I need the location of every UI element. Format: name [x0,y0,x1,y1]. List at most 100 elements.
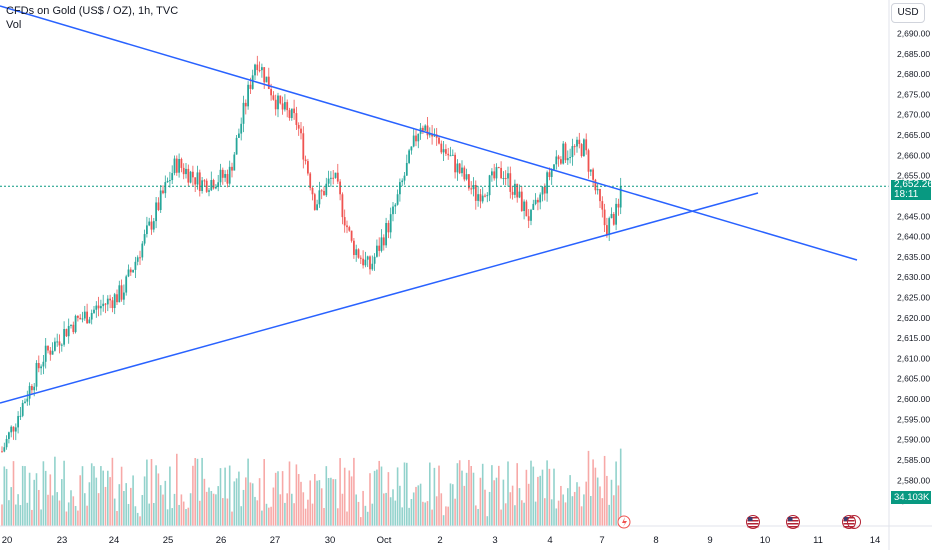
us-flag-icon[interactable] [746,515,760,529]
volume-bar [10,487,12,526]
candle-body [171,173,174,181]
candle-body [394,204,397,207]
volume-bar [196,458,199,526]
volume-bar [458,460,461,526]
volume-bar [24,466,26,526]
volume-bar [470,466,472,526]
volume-bar [541,469,544,526]
candle-body [249,84,252,89]
volume-bar [323,508,325,526]
volume-bar [380,466,383,526]
volume-bar [415,486,417,526]
volume-bar [498,465,500,526]
candle-body [244,102,247,107]
countdown-timer: 18:11 [894,189,919,201]
volume-bar [548,468,551,526]
volume-bar [385,492,387,526]
candle-body [608,218,611,235]
candle-body [132,269,134,273]
volume-bar [426,501,429,526]
candle-body [293,108,295,114]
candle-body [550,169,553,177]
us-flag-icon-stack[interactable] [847,515,861,529]
volume-bar [185,509,187,526]
candle-body [447,153,450,156]
candle-body [587,150,590,172]
volume-bar [465,472,468,526]
volume-bar [316,480,318,526]
candle-body [320,190,323,192]
candle-body [477,194,479,201]
candle-body [242,102,245,124]
volume-bar [387,472,390,526]
price-tick-label: 2,615.00 [897,333,930,343]
us-flag-icon[interactable] [786,515,800,529]
candle-body [553,164,555,170]
volume-bar [553,468,555,526]
candle-body [221,169,224,178]
candle-body [192,171,194,178]
candle-body [330,177,332,179]
volume-bar [164,480,167,526]
candle-body [281,103,284,110]
volume-bar [419,483,422,526]
volume-bar [70,490,72,526]
candle-body [106,298,109,305]
candle-body [596,189,599,191]
volume-bar [146,459,148,526]
volume-bar [555,508,558,526]
candle-body [362,258,364,266]
candle-body [189,171,192,183]
volume-bar [194,458,196,526]
volume-bar [369,473,371,526]
candle-body [279,95,282,104]
candle-body [180,158,183,168]
candle-body [313,194,316,210]
candle-body [251,75,254,89]
volume-bar [74,505,77,526]
volume-bar [557,500,560,526]
price-tick-label: 2,605.00 [897,374,930,384]
candle-body [203,180,206,182]
candle-body [56,341,59,343]
candle-body [385,222,387,246]
candle-body [288,110,291,118]
candle-body [235,137,238,155]
volume-bar [31,509,33,526]
candle-body [481,195,484,202]
candle-body [560,159,562,164]
volume-bar [599,486,601,526]
price-tick-label: 2,670.00 [897,110,930,120]
candle-body [537,199,539,203]
time-tick-label: 24 [109,535,120,546]
volume-bar [212,493,215,526]
candle-body [617,203,620,208]
candle-body [576,139,578,147]
volume-bar [77,510,79,526]
descending-trendline[interactable] [0,5,858,261]
candle-body [118,285,121,303]
candle-body [88,319,91,324]
volume-bar [178,504,180,526]
volume-bar [429,462,431,526]
volume-bar [504,503,507,526]
volume-bar [502,479,505,526]
volume-bar [332,479,334,526]
candle-body [578,139,581,145]
candle-body [341,194,344,218]
volume-bar [150,459,153,526]
ascending-trendline[interactable] [0,192,759,404]
candle-body [410,146,413,151]
volume-bar [410,499,413,526]
volume-bar [353,457,355,526]
volume-bar [355,494,357,526]
candle-body [12,426,15,432]
candle-body [49,350,52,355]
candle-body [548,172,551,177]
currency-button[interactable]: USD [891,3,925,23]
volume-bar [608,504,610,526]
volume-bar [585,481,587,526]
volume-bar [412,492,415,526]
